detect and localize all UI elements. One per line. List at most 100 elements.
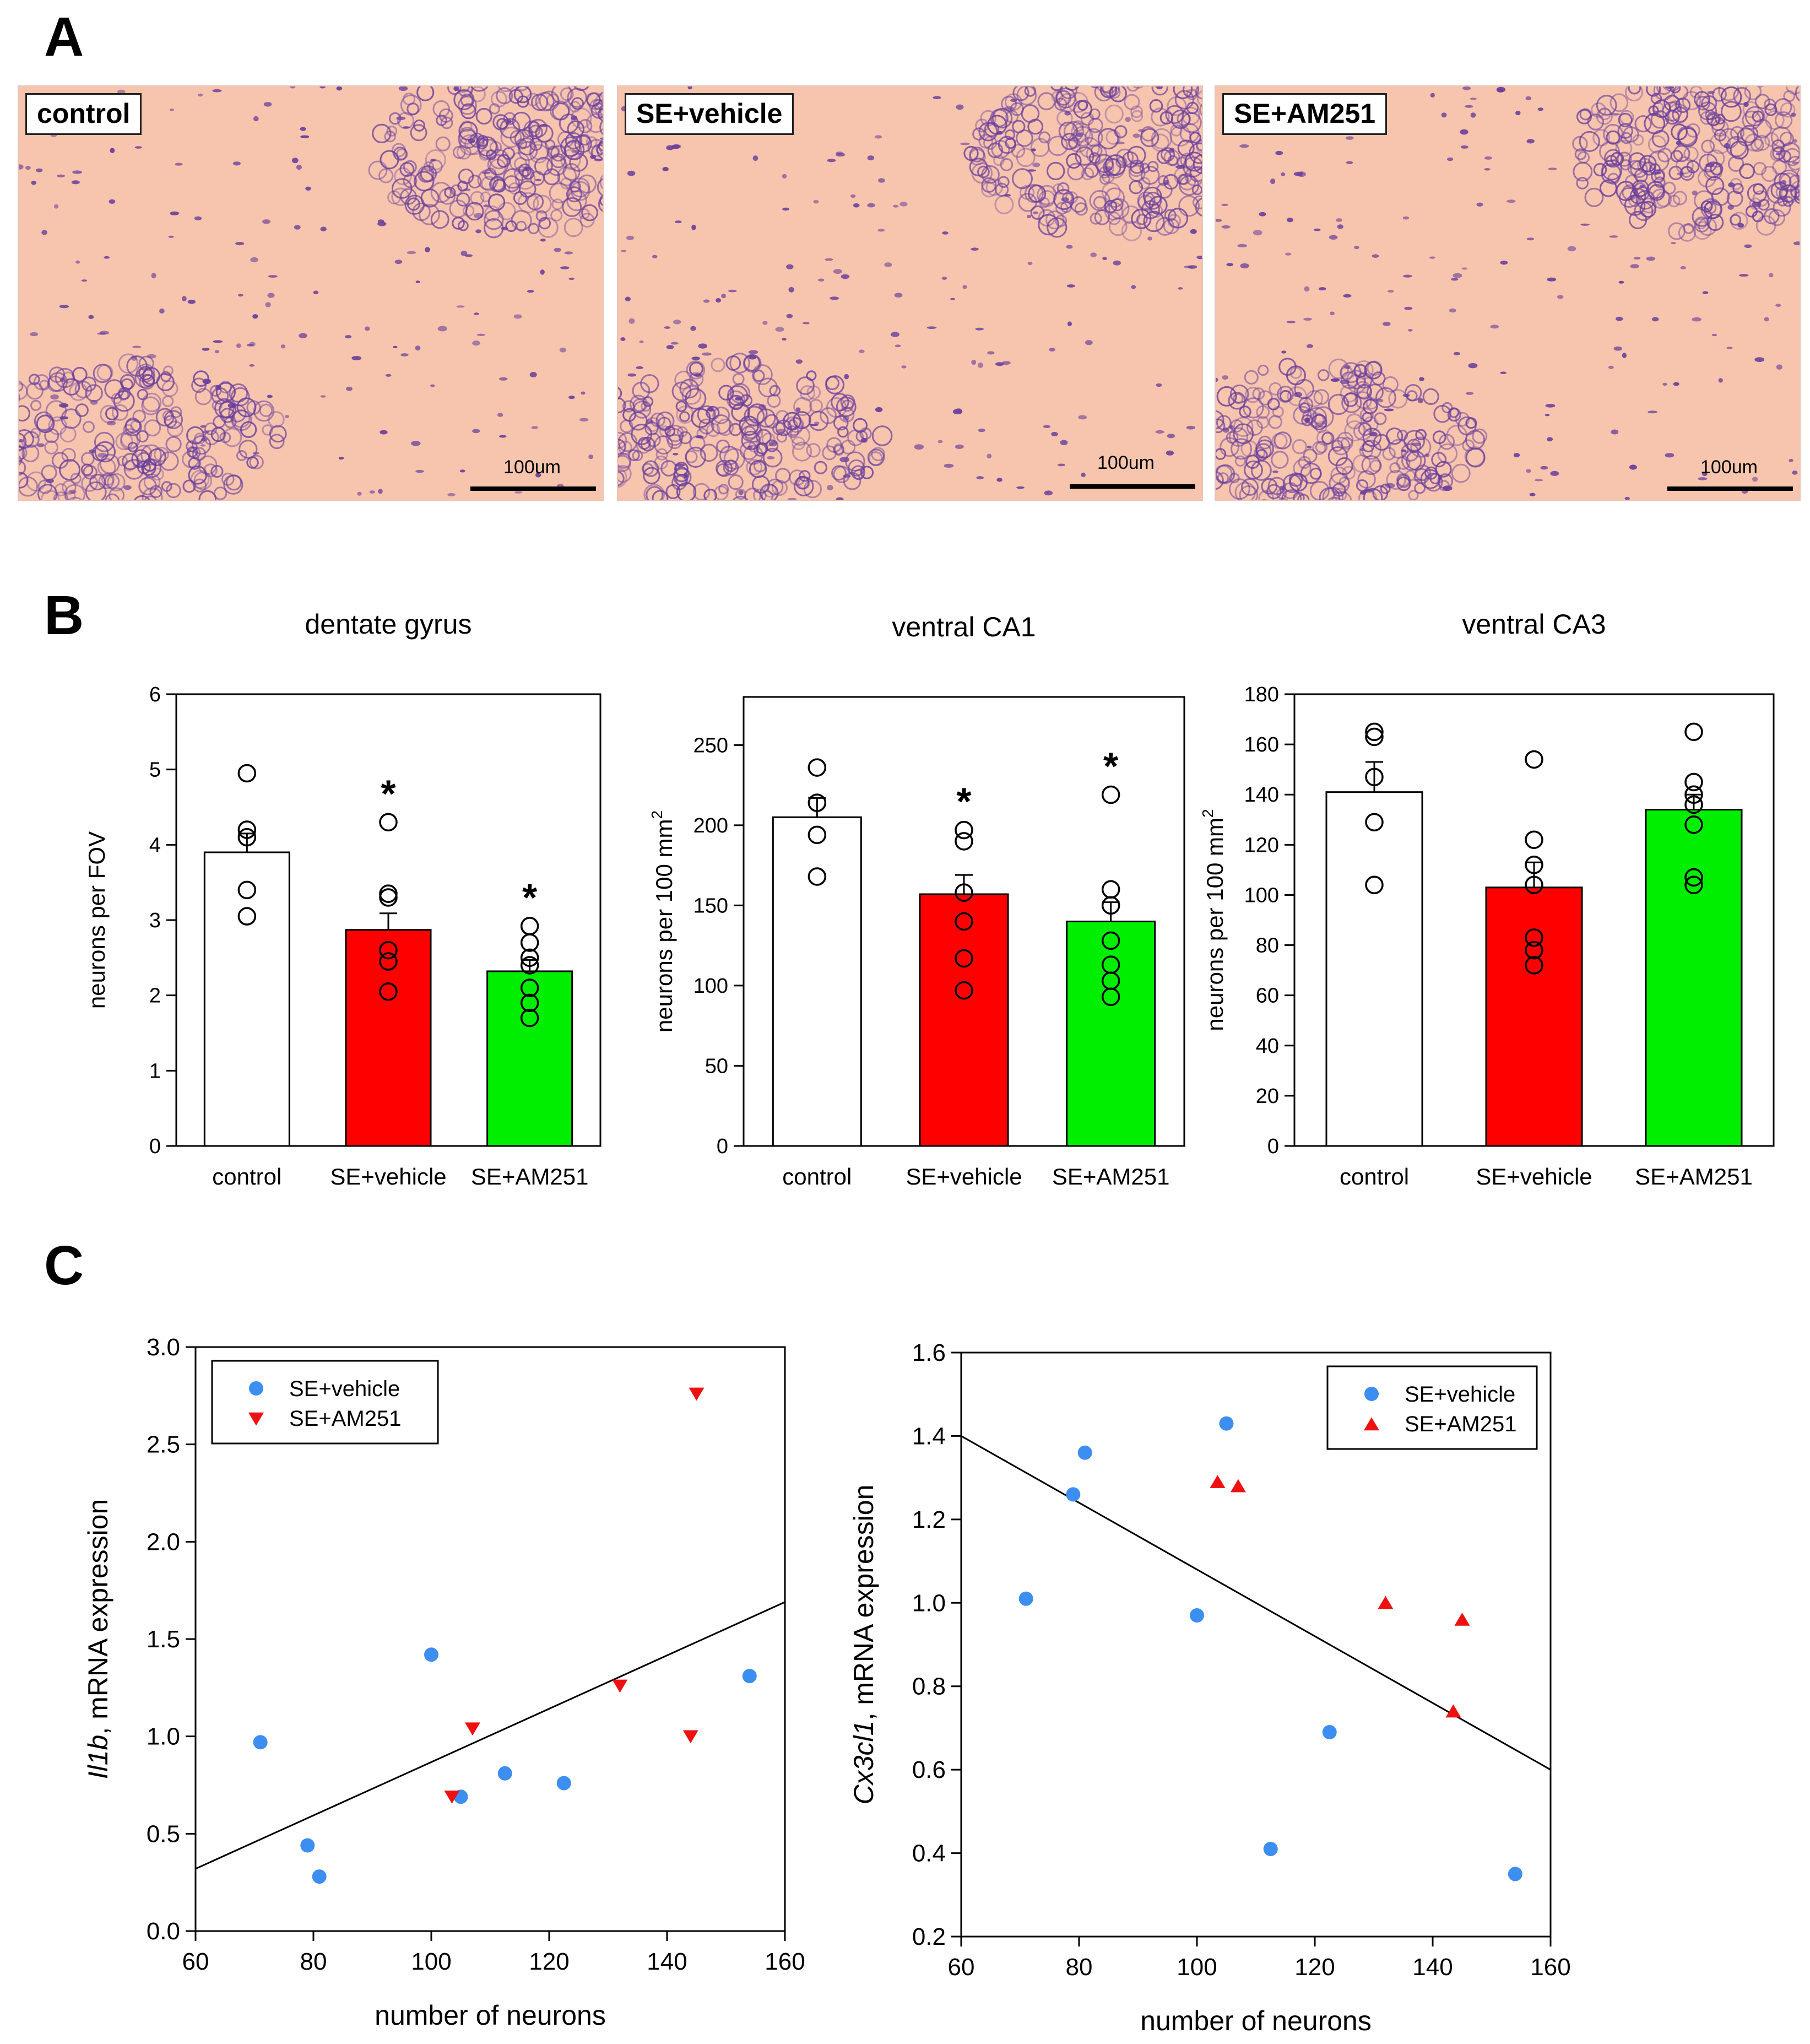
stained-cell — [465, 202, 484, 221]
stained-cell — [80, 452, 95, 466]
stained-nucleus — [497, 413, 503, 417]
stained-nucleus — [942, 231, 949, 235]
stained-nucleus — [1743, 101, 1749, 107]
stained-nucleus — [997, 131, 1003, 135]
stained-nucleus — [1665, 86, 1674, 89]
stained-cell — [1179, 175, 1200, 196]
stained-nucleus — [1408, 329, 1413, 332]
scatter-point-am251 — [1454, 1612, 1470, 1626]
stained-cell — [564, 139, 585, 160]
stained-cell — [1151, 128, 1173, 150]
data-point — [1365, 875, 1384, 894]
stained-cell — [97, 458, 116, 477]
stained-cell — [735, 489, 746, 500]
y-axis-label-superscript: 2 — [648, 810, 665, 819]
stained-cell — [198, 490, 217, 500]
stained-cell — [1268, 415, 1283, 429]
data-point — [1525, 830, 1543, 849]
stained-cell — [746, 459, 763, 475]
stained-cell — [1258, 364, 1269, 376]
stained-cell — [568, 180, 581, 193]
stained-cell — [1104, 154, 1126, 176]
stained-cell — [1629, 210, 1648, 229]
stained-cell — [529, 137, 543, 151]
stained-cell — [1167, 208, 1189, 229]
stained-cell — [1689, 86, 1703, 99]
stained-cell — [1686, 123, 1700, 138]
stained-cell — [59, 426, 77, 443]
stained-nucleus — [987, 453, 992, 459]
stained-nucleus — [1115, 142, 1125, 145]
stained-nucleus — [1253, 230, 1262, 236]
stained-nucleus — [1468, 363, 1478, 369]
stained-cell — [1654, 169, 1666, 181]
stained-cell — [833, 443, 845, 455]
stained-nucleus — [844, 374, 849, 380]
data-point — [808, 758, 827, 777]
stained-cell — [1317, 369, 1330, 381]
y-tick-label: 250 — [693, 734, 728, 757]
stained-nucleus — [1010, 99, 1017, 102]
stained-cell — [1353, 421, 1372, 441]
stained-cell — [1016, 86, 1037, 106]
stained-cell — [1293, 491, 1305, 500]
stained-cell — [1730, 126, 1744, 140]
stained-cell — [838, 407, 855, 423]
stained-cell — [1682, 91, 1701, 111]
data-point — [237, 907, 257, 926]
stained-cell — [220, 408, 235, 423]
y-tick-label: 0.0 — [147, 1918, 180, 1945]
stained-cell — [711, 358, 725, 372]
stained-cell — [1775, 111, 1793, 129]
stained-cell — [1343, 392, 1358, 407]
stained-nucleus — [1751, 202, 1762, 207]
scatter-point-am251 — [682, 1730, 698, 1744]
stained-cell — [681, 385, 702, 405]
stained-cell — [1764, 98, 1776, 111]
stained-nucleus — [430, 159, 436, 162]
stained-cell — [618, 465, 632, 483]
stained-nucleus — [795, 407, 801, 412]
stained-cell — [972, 127, 985, 140]
stained-nucleus — [594, 158, 603, 161]
stained-cell — [1770, 147, 1784, 161]
stained-cell — [156, 373, 175, 392]
stained-nucleus — [944, 463, 954, 468]
stained-cell — [1178, 172, 1196, 191]
stained-cell — [412, 202, 431, 221]
stained-nucleus — [514, 491, 523, 494]
stained-nucleus — [1401, 449, 1407, 452]
stained-nucleus — [232, 161, 241, 166]
y-tick-label: 6 — [149, 683, 161, 706]
data-point — [237, 828, 257, 847]
stained-cell — [1628, 86, 1641, 95]
stained-cell — [496, 118, 508, 129]
stained-nucleus — [875, 135, 882, 139]
stained-cell — [1601, 163, 1622, 184]
tissue-background — [19, 86, 603, 500]
stained-nucleus — [1461, 267, 1467, 270]
stained-nucleus — [1377, 398, 1384, 403]
stained-cell — [513, 86, 532, 104]
scatter-point-vehicle — [1018, 1591, 1033, 1606]
stained-cell — [1414, 482, 1426, 494]
stained-cell — [563, 218, 583, 237]
stained-cell — [990, 109, 1009, 127]
stained-cell — [144, 419, 161, 437]
stained-nucleus — [214, 350, 219, 354]
stained-nucleus — [1359, 448, 1365, 451]
stained-cell — [671, 381, 692, 402]
stained-nucleus — [507, 119, 512, 124]
stained-nucleus — [338, 456, 344, 460]
scale-bar-label: 100um — [1700, 457, 1758, 478]
stained-cell — [1693, 221, 1712, 240]
stained-cell — [403, 160, 417, 174]
stained-nucleus — [600, 137, 603, 140]
stained-nucleus — [385, 374, 392, 377]
stained-cell — [1231, 438, 1253, 460]
stained-cell — [1174, 90, 1195, 110]
stained-nucleus — [1239, 144, 1249, 148]
data-point — [1684, 795, 1703, 814]
bar — [1066, 921, 1156, 1147]
stained-cell — [1140, 128, 1159, 148]
